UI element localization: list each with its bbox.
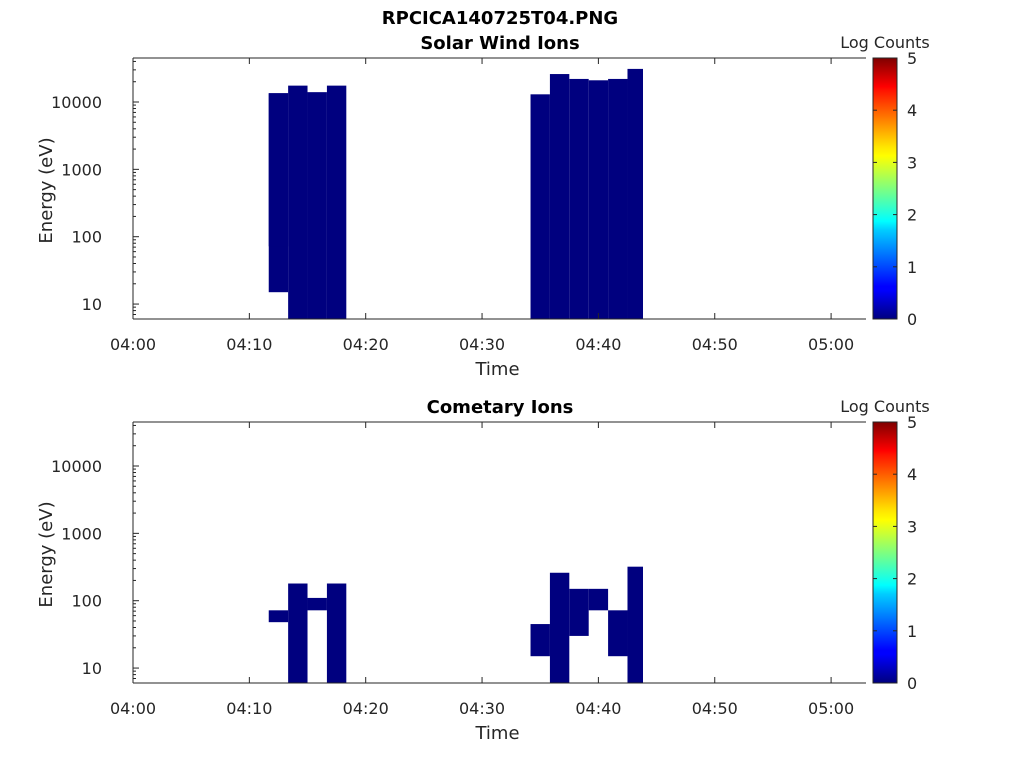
colorbar-tick-label: 2 (907, 570, 917, 589)
y-tick-label: 1000 (61, 524, 102, 543)
x-tick-label: 04:30 (459, 699, 505, 718)
heatmap-cell (608, 78, 628, 320)
y-axis-label: Energy (eV) (36, 501, 57, 607)
figure-title: RPCICA140725T04.PNG (382, 8, 618, 29)
x-axis-label: Time (474, 723, 519, 744)
x-tick-label: 04:30 (459, 335, 505, 354)
heatmap-cell (530, 94, 550, 320)
colorbar-tick-label: 5 (907, 413, 917, 432)
colorbar-label: Log Counts (840, 397, 930, 416)
x-tick-label: 04:10 (226, 699, 272, 718)
y-tick-label: 10 (82, 659, 102, 678)
heatmap-cell (268, 610, 289, 623)
heatmap-cell (588, 80, 609, 319)
panel-title: Solar Wind Ions (420, 33, 579, 54)
heatmap-cell (627, 566, 643, 683)
colorbar-tick-label: 0 (907, 674, 917, 693)
x-tick-label: 05:00 (808, 699, 854, 718)
colorbar-tick-label: 4 (907, 465, 917, 484)
y-tick-label: 100 (71, 592, 102, 611)
x-tick-label: 04:20 (343, 335, 389, 354)
heatmap-cell (569, 588, 589, 636)
heatmap-cell (326, 583, 347, 683)
colorbar-tick-label: 2 (907, 206, 917, 225)
colorbar-tick-label: 4 (907, 101, 917, 120)
x-tick-label: 05:00 (808, 335, 854, 354)
colorbar-gradient (872, 421, 898, 684)
heatmap-cell (588, 588, 609, 611)
panel-solar-wind-ions: Solar Wind Ions 04:00 04:10 04:20 04:30 04:40… (36, 33, 930, 380)
colorbar-label: Log Counts (840, 33, 930, 52)
colorbar-tick-label: 5 (907, 49, 917, 68)
heatmap-cell (530, 624, 550, 657)
colorbar-tick-label: 0 (907, 310, 917, 329)
heatmap-cell (627, 68, 643, 319)
heatmap-cell (307, 597, 327, 611)
y-tick-label: 1000 (61, 160, 102, 179)
colorbar-gradient (872, 57, 898, 320)
x-tick-label: 04:40 (575, 335, 621, 354)
heatmap-cell (549, 74, 570, 319)
heatmap-cell (326, 85, 347, 319)
y-axis-label: Energy (eV) (36, 137, 57, 243)
colorbar-tick-label: 1 (907, 258, 917, 277)
panel-title: Cometary Ions (427, 397, 574, 418)
heatmap-cell (307, 92, 327, 319)
x-tick-label: 04:20 (343, 699, 389, 718)
heatmap-cell (288, 583, 308, 683)
y-tick-label: 10000 (51, 93, 102, 112)
colorbar-tick-label: 1 (907, 622, 917, 641)
y-tick-label: 10000 (51, 457, 102, 476)
colorbar-tick-label: 3 (907, 517, 917, 536)
colorbar-tick-label: 3 (907, 153, 917, 172)
x-tick-label: 04:00 (110, 335, 156, 354)
x-axis-label: Time (474, 359, 519, 380)
heatmap-cell (608, 610, 628, 657)
x-tick-label: 04:10 (226, 335, 272, 354)
y-tick-label: 100 (71, 228, 102, 247)
x-tick-label: 04:50 (692, 699, 738, 718)
x-tick-label: 04:00 (110, 699, 156, 718)
heatmap-cells (268, 566, 643, 683)
heatmap-cell (288, 85, 308, 319)
y-tick-label: 10 (82, 295, 102, 314)
heatmap-cell (569, 78, 589, 320)
heatmap-cell (549, 572, 570, 683)
x-tick-label: 04:40 (575, 699, 621, 718)
x-tick-label: 04:50 (692, 335, 738, 354)
heatmap-cell (268, 93, 289, 247)
heatmap-cells (268, 68, 643, 320)
